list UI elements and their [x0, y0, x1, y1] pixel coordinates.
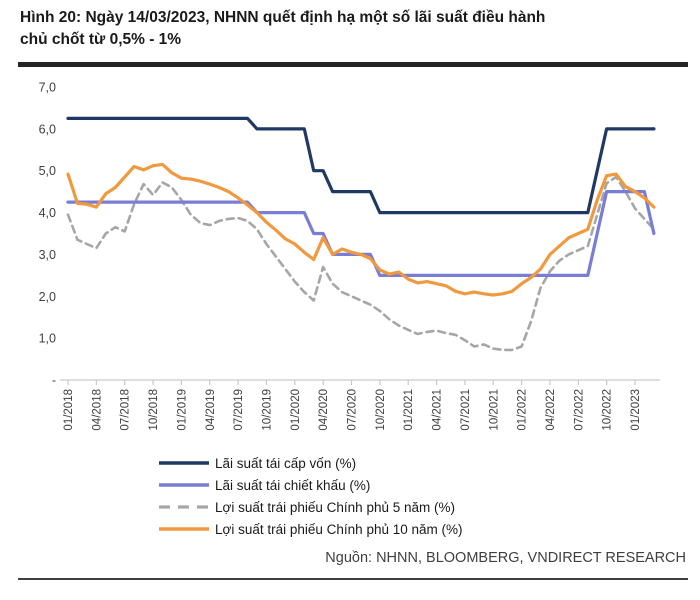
x-axis-label: 07/2019: [233, 389, 245, 431]
figure-title-line2: chủ chốt từ 0,5% - 1%: [20, 31, 182, 49]
figure-title: Hình 20: Ngày 14/03/2023, NHNN quết định…: [20, 7, 692, 52]
x-axis-label: 10/2018: [148, 389, 160, 431]
y-axis-label: -: [52, 374, 56, 388]
x-axis-label: 07/2021: [460, 389, 472, 431]
legend-item: Lợi suất trái phiếu Chính phủ 10 năm (%): [158, 518, 463, 540]
x-axis-label: 04/2018: [91, 389, 103, 431]
legend-item: Lợi suất trái phiếu Chính phủ 5 năm (%): [158, 496, 463, 518]
x-axis-label: 07/2020: [347, 389, 359, 431]
chart-legend: Lãi suất tái cấp vốn (%) Lãi suất tái ch…: [158, 452, 463, 540]
x-axis-label: 07/2018: [120, 389, 132, 431]
legend-marker-line: [159, 461, 209, 465]
x-axis-label: 01/2023: [630, 389, 642, 431]
legend-marker-line: [159, 527, 209, 531]
x-axis-label: 04/2021: [432, 389, 444, 431]
x-axis-label: 01/2019: [176, 389, 188, 431]
x-axis-label: 10/2020: [375, 389, 387, 431]
title-divider-bar: [18, 62, 688, 67]
y-axis-label: 7,0: [39, 81, 56, 95]
legend-item: Lãi suất tái chiết khấu (%): [158, 474, 463, 496]
y-axis-label: 6,0: [39, 122, 56, 136]
legend-marker-line: [159, 483, 209, 487]
x-axis-label: 10/2021: [488, 389, 500, 431]
x-axis-label: 01/2018: [63, 389, 75, 431]
legend-marker-dashed-line: [159, 505, 209, 509]
x-axis-label: 04/2022: [545, 389, 557, 431]
y-axis-label: 5,0: [39, 164, 56, 178]
x-axis-label: 10/2019: [261, 389, 273, 431]
y-axis-label: 3,0: [39, 248, 56, 262]
y-axis-label: 2,0: [39, 290, 56, 304]
x-axis-label: 01/2020: [290, 389, 302, 431]
x-axis-label: 07/2022: [573, 389, 585, 431]
x-axis-label: 01/2022: [517, 389, 529, 431]
series-line-1: [66, 189, 656, 277]
series-line-3: [66, 162, 656, 297]
x-axis-label: 01/2021: [403, 389, 415, 431]
x-axis-label: 04/2019: [205, 389, 217, 431]
x-axis-label: 10/2022: [602, 389, 614, 431]
legend-label: Lãi suất tái chiết khấu (%): [215, 477, 371, 493]
footer-divider-line: [18, 578, 688, 580]
x-axis-label: 04/2020: [318, 389, 330, 431]
figure-title-line1: Hình 20: Ngày 14/03/2023, NHNN quết định…: [20, 9, 546, 26]
series-line-0: [66, 116, 656, 215]
legend-label: Lợi suất trái phiếu Chính phủ 5 năm (%): [215, 499, 455, 515]
legend-label: Lợi suất trái phiếu Chính phủ 10 năm (%): [215, 521, 463, 537]
y-axis-label: 4,0: [39, 206, 56, 220]
legend-item: Lãi suất tái cấp vốn (%): [158, 452, 463, 474]
legend-label: Lãi suất tái cấp vốn (%): [215, 455, 357, 471]
series-line-2: [66, 175, 656, 352]
line-chart: 01/2018 04/2018 07/2018 10/2018 01/2019 04/20…: [39, 81, 660, 431]
y-axis-label: 1,0: [39, 332, 56, 346]
source-caption: Nguồn: NHNN, BLOOMBERG, VNDIRECT RESEARC…: [325, 550, 686, 566]
